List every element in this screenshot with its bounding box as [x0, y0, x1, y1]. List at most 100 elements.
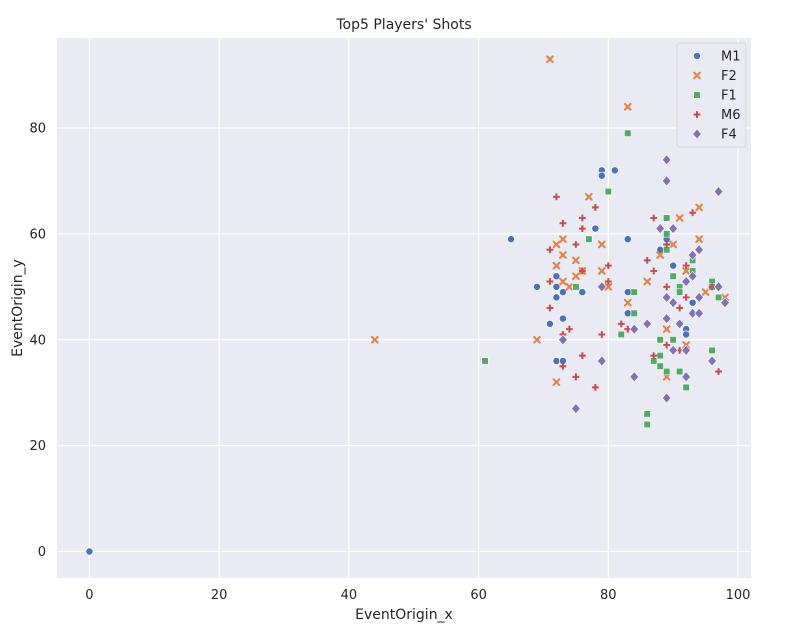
- legend-label: M1: [721, 50, 741, 65]
- x-axis-label: EventOrigin_x: [355, 607, 453, 623]
- data-point: [481, 357, 489, 365]
- data-point: [656, 352, 664, 360]
- data-point: [623, 309, 632, 318]
- legend-label: F4: [721, 128, 737, 143]
- data-point: [650, 267, 658, 275]
- data-point: [662, 325, 671, 334]
- data-point: [661, 392, 672, 404]
- data-point: [552, 240, 561, 249]
- data-point: [663, 341, 671, 349]
- legend-marker: [693, 71, 701, 80]
- y-tick-label: 60: [29, 227, 46, 242]
- data-point: [650, 214, 658, 222]
- data-point: [669, 240, 678, 249]
- data-point: [553, 193, 560, 201]
- data-point: [681, 276, 691, 287]
- data-point: [687, 307, 698, 319]
- data-point: [681, 344, 691, 356]
- data-point: [578, 267, 586, 275]
- data-point: [669, 336, 677, 344]
- data-point: [661, 291, 672, 303]
- data-point: [552, 282, 561, 291]
- data-point: [370, 335, 379, 344]
- data-point: [591, 204, 599, 211]
- data-point: [591, 384, 599, 391]
- data-point: [713, 281, 724, 293]
- series-f4: [558, 154, 730, 415]
- data-point: [663, 241, 671, 248]
- data-point: [663, 214, 671, 222]
- data-point: [650, 352, 658, 360]
- data-point: [668, 344, 678, 356]
- data-point: [533, 335, 541, 344]
- x-tick-label: 60: [470, 588, 487, 603]
- data-point: [552, 261, 561, 270]
- x-tick-label: 20: [211, 588, 228, 603]
- data-point: [643, 256, 651, 264]
- data-point: [643, 420, 651, 429]
- legend: M1 F2 F1 M6 F4: [676, 42, 747, 148]
- data-point: [630, 288, 638, 296]
- x-tick-label: 100: [726, 588, 751, 603]
- data-point: [558, 334, 568, 346]
- data-point: [546, 55, 554, 64]
- data-point: [597, 267, 606, 275]
- data-point: [682, 267, 690, 275]
- legend-marker: [692, 128, 702, 140]
- data-point: [714, 293, 723, 302]
- data-point: [676, 288, 684, 296]
- data-point: [552, 378, 561, 386]
- data-point: [597, 281, 607, 293]
- data-point: [674, 318, 685, 330]
- data-point: [545, 319, 554, 328]
- data-point: [565, 325, 573, 333]
- data-point: [591, 224, 600, 233]
- data-point: [720, 297, 730, 309]
- data-point: [572, 272, 580, 281]
- legend-label: F1: [721, 89, 737, 104]
- data-point: [604, 187, 612, 196]
- data-point: [629, 371, 640, 383]
- data-point: [669, 272, 677, 280]
- x-tick-label: 0: [85, 588, 93, 603]
- data-point: [661, 154, 672, 166]
- data-point: [656, 336, 664, 344]
- data-point: [604, 282, 613, 291]
- data-point: [689, 209, 697, 217]
- data-point: [559, 362, 567, 370]
- data-point: [642, 318, 653, 330]
- data-point: [682, 383, 690, 392]
- data-point: [578, 352, 586, 360]
- x-tick-label: 40: [341, 588, 358, 603]
- x-tick-label: 80: [600, 588, 617, 603]
- data-point: [552, 356, 561, 365]
- data-point: [629, 323, 640, 335]
- data-point: [585, 192, 593, 201]
- data-point: [559, 219, 567, 227]
- data-point: [624, 129, 632, 137]
- data-point: [694, 291, 704, 303]
- data-point: [695, 203, 703, 212]
- data-point: [558, 314, 567, 323]
- tick-labels: 0 20 40 60 80 100 0 20 40 60 80: [29, 122, 750, 604]
- plot-area: [57, 38, 751, 578]
- data-point: [682, 330, 691, 339]
- data-point: [565, 282, 574, 291]
- data-point: [663, 283, 671, 291]
- legend-marker: [693, 91, 701, 99]
- data-point: [701, 288, 710, 296]
- data-point: [559, 251, 567, 259]
- data-point: [617, 320, 625, 328]
- data-point: [546, 278, 554, 285]
- data-point: [663, 230, 671, 238]
- data-point: [604, 262, 612, 270]
- data-point: [604, 278, 612, 285]
- data-point: [617, 330, 625, 339]
- data-point: [713, 186, 724, 197]
- data-point: [656, 251, 665, 259]
- data-point: [585, 235, 593, 243]
- data-point: [682, 294, 690, 301]
- data-point: [663, 367, 671, 376]
- data-point: [661, 175, 672, 187]
- data-point: [533, 282, 541, 291]
